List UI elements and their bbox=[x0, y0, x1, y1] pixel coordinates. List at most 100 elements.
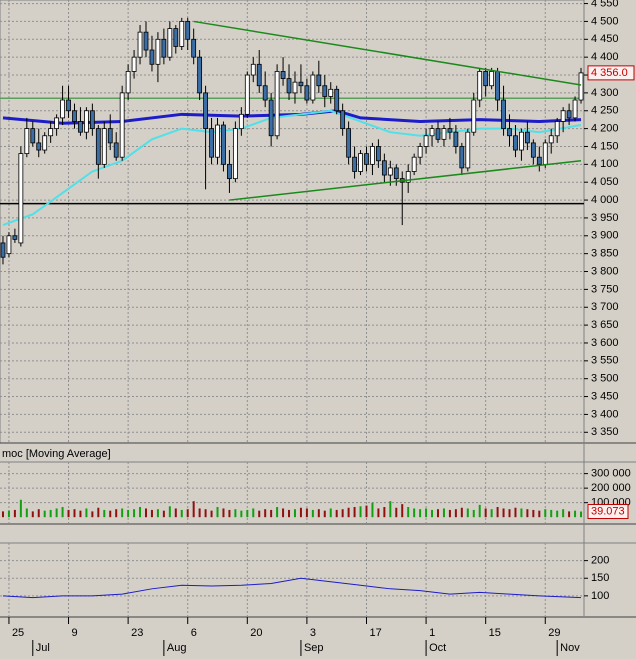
candle-body bbox=[119, 92, 125, 158]
candle-body bbox=[316, 74, 322, 87]
y-tick-label: 3 400 bbox=[591, 408, 619, 420]
y-tick-label: 4 050 bbox=[591, 176, 619, 188]
volume-bar bbox=[395, 507, 398, 518]
candle-body bbox=[453, 131, 459, 147]
y-tick-label: 300 000 bbox=[591, 468, 631, 480]
candle-body bbox=[524, 131, 530, 144]
candle-body bbox=[471, 99, 477, 133]
y-tick-label: 3 550 bbox=[591, 355, 619, 367]
candle-body bbox=[209, 128, 214, 158]
candle-body bbox=[48, 128, 54, 137]
x-tick-label: 23 bbox=[131, 627, 143, 639]
candle-body bbox=[262, 85, 268, 101]
volume-bar bbox=[329, 508, 332, 518]
volume-bar bbox=[448, 509, 451, 518]
candle-body bbox=[507, 128, 512, 137]
y-tick-label: 3 750 bbox=[591, 283, 619, 295]
volume-bar bbox=[25, 508, 28, 518]
candle-body bbox=[238, 113, 244, 130]
volume-bar bbox=[484, 508, 487, 518]
volume-bar bbox=[574, 510, 577, 518]
x-tick-label: 25 bbox=[12, 627, 24, 639]
candle-body bbox=[393, 167, 399, 180]
volume-bar bbox=[556, 510, 559, 518]
volume-bar bbox=[234, 509, 237, 518]
volume-bar bbox=[204, 509, 207, 518]
volume-bar bbox=[19, 499, 22, 518]
month-label: Nov bbox=[560, 642, 580, 654]
volume-bar bbox=[401, 504, 404, 518]
month-label: Oct bbox=[429, 642, 446, 654]
volume-bar bbox=[419, 509, 422, 518]
y-tick-label: 4 100 bbox=[591, 158, 619, 170]
candle-body bbox=[566, 110, 572, 119]
volume-bar bbox=[186, 509, 189, 518]
candle-body bbox=[459, 146, 465, 169]
volume-bar bbox=[121, 508, 124, 518]
candle-body bbox=[286, 78, 292, 94]
volume-bar bbox=[43, 510, 46, 518]
volume-bar bbox=[139, 507, 142, 518]
volume-bar bbox=[252, 508, 255, 518]
volume-bar bbox=[222, 508, 225, 518]
volume-bar bbox=[478, 504, 481, 518]
candle-body bbox=[143, 31, 149, 51]
y-tick-label: 3 600 bbox=[591, 337, 619, 349]
volume-bar bbox=[67, 509, 70, 518]
volume-bar bbox=[520, 508, 523, 518]
candle-body bbox=[435, 128, 441, 140]
candle-body bbox=[370, 146, 375, 165]
volume-bar bbox=[562, 509, 565, 518]
volume-bar bbox=[276, 507, 279, 518]
candle-body bbox=[179, 21, 185, 47]
candle-body bbox=[495, 71, 500, 101]
y-tick-label: 200 000 bbox=[591, 482, 631, 494]
y-tick-label: 4 250 bbox=[591, 105, 619, 117]
candle-body bbox=[560, 110, 566, 122]
y-tick-label: 3 350 bbox=[591, 426, 619, 438]
candle-body bbox=[483, 71, 489, 87]
candle-body bbox=[334, 88, 340, 112]
candle-body bbox=[89, 110, 95, 130]
volume-bar bbox=[49, 509, 52, 518]
volume-bar bbox=[37, 509, 40, 518]
y-tick-label: 4 150 bbox=[591, 140, 619, 152]
x-tick-label: 15 bbox=[489, 627, 501, 639]
volume-bar bbox=[270, 509, 273, 518]
volume-bar bbox=[192, 501, 195, 518]
volume-bar bbox=[133, 509, 136, 518]
volume-bar bbox=[73, 509, 76, 518]
volume-bar bbox=[431, 509, 434, 518]
month-label: Sep bbox=[304, 642, 324, 654]
candle-body bbox=[173, 28, 179, 47]
y-tick-label: 4 500 bbox=[591, 15, 619, 27]
volume-bar bbox=[353, 507, 356, 518]
candle-body bbox=[84, 110, 89, 133]
candle-body bbox=[155, 38, 161, 65]
candle-body bbox=[107, 128, 113, 144]
candle-body bbox=[60, 99, 65, 119]
last-price-label: 4 356.0 bbox=[591, 67, 628, 79]
month-label: Aug bbox=[167, 642, 187, 654]
volume-bar bbox=[371, 502, 374, 518]
volume-bar bbox=[168, 506, 171, 518]
volume-bar bbox=[490, 509, 493, 518]
volume-bar bbox=[1, 511, 4, 518]
volume-bar bbox=[502, 508, 505, 518]
volume-bar bbox=[377, 508, 380, 518]
volume-bar bbox=[538, 510, 541, 518]
volume-bar bbox=[341, 509, 344, 518]
candle-body bbox=[78, 121, 83, 133]
volume-bar bbox=[526, 509, 529, 518]
volume-bar bbox=[413, 508, 416, 518]
candle-body bbox=[18, 153, 24, 244]
candle-body bbox=[197, 56, 203, 94]
volume-bar bbox=[97, 507, 100, 518]
candle-body bbox=[280, 71, 286, 79]
candle-body bbox=[250, 63, 256, 76]
volume-bar bbox=[85, 508, 88, 518]
y-tick-label: 150 bbox=[591, 572, 609, 584]
y-tick-label: 3 650 bbox=[591, 319, 619, 331]
volume-bar bbox=[282, 508, 285, 518]
